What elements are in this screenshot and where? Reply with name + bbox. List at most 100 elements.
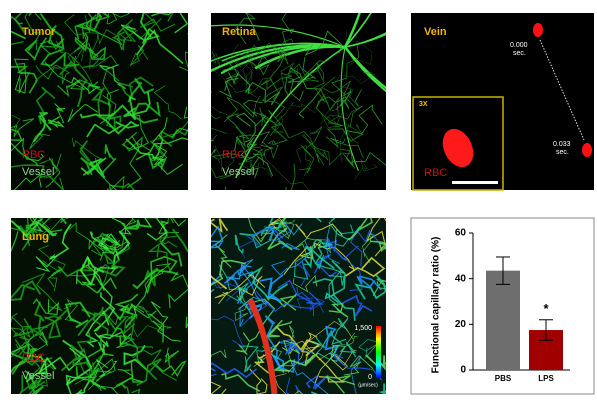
vessel [227, 72, 251, 95]
vessel [172, 218, 187, 227]
vessel [127, 13, 150, 14]
retina-image [211, 13, 386, 190]
vessel [214, 145, 235, 172]
vessel [80, 157, 107, 179]
vessel [92, 312, 127, 335]
vessel [45, 153, 62, 188]
vessel [144, 218, 168, 241]
vessel [95, 158, 125, 190]
vessel [127, 77, 155, 103]
vessel [46, 218, 70, 243]
inset-zoom: 3X [419, 101, 428, 108]
vessel [147, 153, 167, 171]
vessel [221, 372, 261, 392]
vessel [343, 355, 374, 376]
vessel [211, 148, 263, 160]
vessel [59, 60, 88, 108]
vessel [93, 232, 117, 264]
vessel [211, 39, 238, 87]
vessel [331, 317, 349, 346]
vessel [264, 221, 287, 232]
vessel [228, 57, 252, 80]
vessel [289, 340, 320, 356]
vessel [305, 373, 329, 390]
vessel [77, 306, 104, 337]
vessel [11, 128, 39, 167]
y-tick-label: 0 [460, 365, 466, 376]
vessel [340, 46, 359, 171]
vessel [69, 263, 110, 294]
vessel-texture [11, 13, 188, 190]
vessel [64, 301, 91, 329]
vessel [13, 173, 42, 190]
time-unit: sec. [513, 50, 526, 57]
vessel [40, 48, 79, 67]
vessel [276, 101, 316, 123]
vessel [231, 44, 258, 98]
vessel [123, 90, 151, 118]
vessel [234, 234, 244, 255]
significance: * [543, 301, 549, 316]
vessel [99, 95, 119, 131]
vessel [102, 69, 120, 107]
vessel [261, 86, 286, 119]
vessel [358, 338, 380, 359]
vessel [312, 340, 340, 361]
vessel [250, 224, 284, 239]
vessel-texture [211, 218, 386, 394]
vessel [222, 59, 240, 80]
legend-vessel: Vessel [222, 166, 254, 178]
vessel [168, 271, 188, 309]
vessel [57, 79, 99, 98]
vessel [248, 304, 263, 319]
vessel [242, 298, 276, 343]
vessel [140, 13, 176, 32]
vessel [29, 129, 50, 150]
vessel [296, 145, 312, 177]
vessel [274, 38, 294, 61]
vessel [39, 13, 65, 50]
y-tick-label: 40 [455, 273, 467, 284]
vessel [253, 341, 281, 374]
vessel [285, 377, 302, 394]
panel-label: Vein [424, 26, 447, 38]
vessel [111, 369, 134, 390]
vessel [51, 263, 94, 278]
vessel [24, 376, 46, 394]
vessel [139, 13, 152, 38]
vessel [328, 218, 361, 241]
vessel [214, 274, 266, 305]
vessel [126, 219, 152, 230]
vessel [111, 19, 133, 51]
vessel [292, 274, 318, 293]
vessel [259, 274, 284, 303]
vessel [284, 340, 313, 355]
vessel [76, 277, 117, 294]
vessel [295, 223, 343, 239]
vessel [47, 116, 65, 128]
vessel [221, 42, 346, 62]
vessel [211, 349, 227, 359]
vessel [354, 158, 378, 180]
vessel [237, 159, 253, 175]
vessel [11, 118, 35, 137]
vessel [41, 218, 63, 237]
vessel [11, 164, 64, 190]
vessel [281, 13, 294, 45]
time: 0.033 [553, 141, 571, 148]
vessel [211, 315, 245, 349]
vessel [267, 227, 293, 251]
vessel [347, 218, 373, 240]
vessel [63, 14, 102, 36]
vessel [126, 142, 152, 189]
vessel [150, 301, 181, 342]
vessel [98, 96, 137, 121]
vessel [125, 134, 164, 162]
vessel [144, 263, 172, 294]
vessel [211, 218, 229, 233]
vessel [291, 362, 329, 394]
vessel [330, 137, 364, 159]
vessel [70, 332, 92, 359]
vessel [128, 218, 137, 225]
panel-label: Lung [22, 231, 49, 243]
